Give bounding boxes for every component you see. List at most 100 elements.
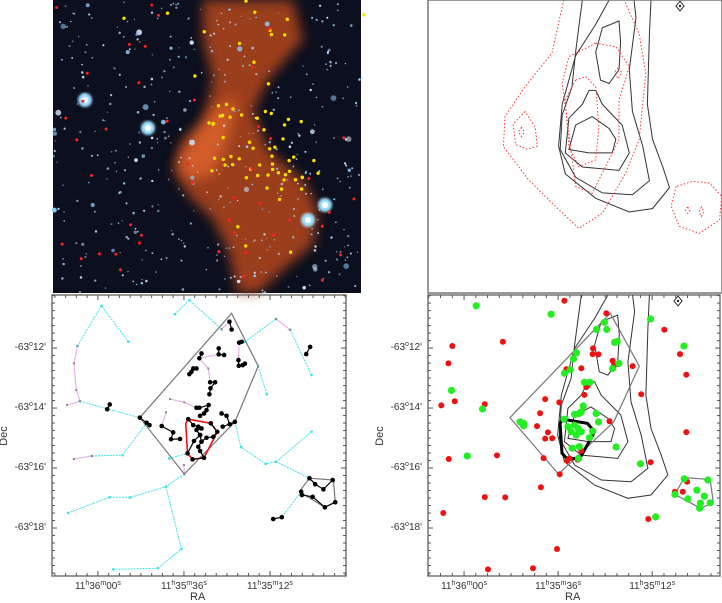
member-point: [236, 363, 241, 368]
star: [240, 276, 242, 278]
star: [188, 17, 190, 19]
star: [217, 243, 220, 246]
yso-red-dot: [339, 253, 342, 256]
mst-node: [91, 455, 93, 457]
star: [166, 117, 168, 119]
star: [53, 132, 57, 136]
star: [236, 235, 238, 237]
star: [52, 208, 57, 213]
yso-point-red: [541, 455, 547, 461]
yso-red-dot: [114, 253, 117, 256]
star: [216, 20, 218, 22]
star: [336, 251, 338, 253]
star: [345, 63, 346, 64]
x-tick-label-part: h: [85, 580, 89, 587]
star: [169, 47, 172, 50]
mst-node: [157, 567, 159, 569]
star: [94, 211, 96, 213]
star: [171, 170, 172, 171]
star: [118, 222, 120, 224]
yso-point-red: [561, 298, 567, 304]
yso-point-green: [647, 315, 654, 322]
star: [54, 150, 56, 152]
star: [126, 50, 130, 54]
star: [143, 104, 149, 110]
star: [56, 162, 57, 163]
x-tick-label-part: s: [672, 580, 676, 587]
yso-point-green: [573, 432, 580, 439]
star: [264, 144, 266, 146]
yso-point-red: [537, 410, 543, 416]
star: [111, 249, 115, 253]
star: [227, 166, 229, 168]
star: [53, 128, 57, 132]
star: [347, 245, 349, 247]
yso-yellow-dot: [222, 158, 225, 161]
yso-yellow-dot: [277, 171, 280, 174]
yso-point-green: [613, 443, 620, 450]
plot-frame: [428, 0, 722, 293]
solid-contour: [565, 90, 629, 170]
x-axis-title: RA: [190, 591, 205, 603]
star: [81, 64, 83, 66]
yso-point-red: [638, 391, 644, 397]
star: [321, 20, 323, 22]
star: [337, 3, 339, 5]
star: [344, 162, 346, 164]
yso-yellow-dot: [238, 42, 241, 45]
star: [230, 277, 232, 279]
star: [354, 285, 356, 287]
yso-red-dot: [86, 72, 89, 75]
solid-contour: [560, 0, 649, 195]
dotted-contour: [614, 68, 622, 79]
yso-red-dot: [80, 257, 83, 260]
yso-yellow-dot: [270, 33, 273, 36]
yso-yellow-dot: [316, 172, 319, 175]
yso-red-dot: [244, 251, 247, 254]
x-tick-label-part: h: [451, 580, 455, 587]
mst-node: [73, 362, 75, 364]
member-point: [169, 437, 174, 442]
x-tick-label-part: 35: [261, 581, 272, 592]
yso-point-red: [557, 471, 563, 477]
member-point: [198, 414, 203, 419]
yso-yellow-dot: [256, 117, 259, 120]
star: [216, 259, 218, 261]
star: [257, 130, 259, 132]
x-tick-label-part: h: [546, 580, 550, 587]
star: [263, 233, 265, 235]
star: [317, 219, 319, 221]
member-point: [199, 439, 204, 444]
star: [190, 40, 194, 44]
star: [62, 258, 63, 259]
member-point: [107, 402, 112, 407]
member-point: [199, 351, 204, 356]
yso-yellow-dot: [221, 114, 224, 117]
yso-red-dot: [55, 6, 58, 9]
yso-point-red: [581, 392, 587, 398]
member-point: [224, 414, 229, 419]
mst-node: [121, 454, 123, 456]
member-point: [308, 345, 313, 350]
star: [127, 271, 128, 272]
star: [253, 240, 255, 242]
star: [158, 169, 160, 171]
member-point: [321, 487, 326, 492]
star: [238, 109, 240, 111]
yso-point-green: [589, 428, 596, 435]
member-point: [313, 482, 318, 487]
star: [238, 145, 240, 147]
yso-yellow-dot: [286, 18, 289, 21]
member-point: [209, 421, 214, 426]
yso-red-dot: [269, 137, 272, 140]
yso-yellow-dot: [122, 17, 125, 20]
yso-point-red: [549, 435, 555, 441]
star: [80, 265, 81, 266]
star: [288, 286, 290, 288]
mst-node: [180, 548, 182, 550]
star: [312, 83, 314, 85]
star: [111, 151, 113, 153]
star: [127, 238, 129, 240]
star: [219, 173, 221, 175]
x-tick-label-part: s: [117, 580, 121, 587]
